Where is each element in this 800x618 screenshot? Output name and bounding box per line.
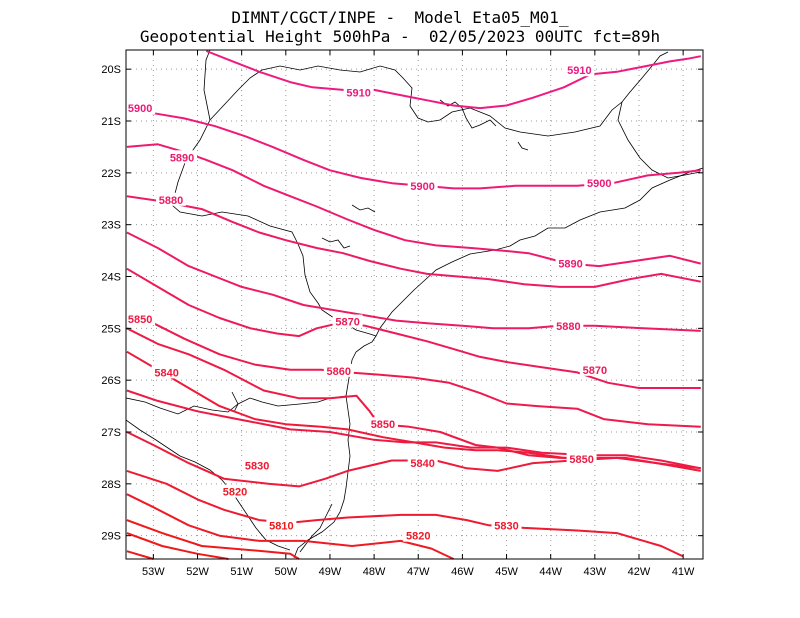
contour-label: 5870 [335, 317, 359, 329]
contour-label-bg [242, 458, 273, 472]
lon-tick-label: 42W [628, 566, 651, 578]
reservoir-mark-2 [321, 237, 351, 249]
contour-line-5890 [126, 143, 702, 268]
contour-label: 5830 [494, 520, 518, 532]
contour-label-bg [584, 176, 615, 190]
coastline-atlantic [293, 167, 704, 559]
contour-label: 5910 [346, 88, 370, 100]
contour-line-5860 [126, 314, 701, 428]
contour-line-5880 [126, 195, 701, 288]
contour-label-bg [403, 528, 434, 542]
lat-tick-label: 20S [101, 64, 121, 76]
lon-tick-label: 53W [142, 566, 165, 578]
lon-tick-label: 48W [363, 566, 386, 578]
reservoir-mark-1 [351, 204, 376, 213]
contour-label: 5850 [128, 314, 152, 326]
lat-tick-label: 25S [101, 323, 121, 335]
plot-frame [125, 49, 704, 560]
lat-tick-label: 29S [101, 531, 121, 543]
coastline-borders [125, 49, 704, 559]
lat-tick-label: 23S [101, 220, 121, 232]
border-mg-es [617, 101, 701, 179]
contour-label-bg [555, 256, 586, 270]
axis-ticks: 53W 52W 51W 50W 49W 48W 47W 46W 45W 44W 43W 42W 41W 2… [101, 50, 703, 578]
border-sc-inner [231, 391, 239, 413]
contour-label-bg [579, 362, 610, 376]
contour-label-bg [167, 150, 198, 164]
contour-label: 5910 [567, 65, 591, 77]
contour-line-5830 [126, 469, 684, 558]
lon-tick-label: 41W [672, 566, 695, 578]
contour-line-5870 [126, 267, 701, 389]
contour-label: 5850 [569, 454, 593, 466]
lon-tick-label: 49W [319, 566, 342, 578]
contour-label: 5860 [327, 366, 351, 378]
lon-tick-label: 52W [186, 566, 209, 578]
map-title-line2: Geopotential Height 500hPa - 02/05/2023 … [139, 27, 661, 46]
contour-line-5850 [126, 389, 701, 470]
contour-label-bg [367, 417, 398, 431]
contour-label-bg [332, 314, 363, 328]
contour-label: 5840 [410, 458, 434, 470]
contour-label: 5810 [269, 520, 293, 532]
lat-tick-label: 27S [101, 427, 121, 439]
contour-line-5810 [126, 550, 154, 560]
lat-tick-label: 21S [101, 116, 121, 128]
contour-label: 5880 [159, 195, 183, 207]
lon-tick-label: 43W [584, 566, 607, 578]
contour-labels: 5910 5910 5900 5890 5900 5900 5880 5890 5870 5880… [125, 63, 615, 543]
contour-line-5850 [126, 327, 701, 470]
contour-label-bg [266, 518, 297, 532]
contour-line-5810 [126, 519, 300, 560]
contour-label: 5890 [170, 152, 194, 164]
contour-label-bg [125, 101, 156, 115]
contour-label: 5830 [245, 461, 269, 473]
contour-label: 5870 [583, 365, 607, 377]
contour-line-5820 [126, 493, 455, 560]
contour-label: 5840 [154, 367, 178, 379]
lat-lon-grid [126, 50, 703, 559]
contour-label-bg [220, 484, 251, 498]
lon-tick-label: 46W [451, 566, 474, 578]
contour-label: 5820 [223, 487, 247, 499]
contour-label: 5900 [410, 181, 434, 193]
contour-line-5910 [205, 50, 701, 110]
lon-tick-label: 44W [539, 566, 562, 578]
contour-label: 5820 [406, 531, 430, 543]
lat-tick-label: 26S [101, 375, 121, 387]
lon-tick-label: 47W [407, 566, 430, 578]
lat-tick-label: 24S [101, 272, 121, 284]
border-argentina-rs [125, 419, 291, 551]
reservoir-mark-3 [517, 141, 529, 151]
lon-tick-label: 50W [274, 566, 297, 578]
contour-label-bg [323, 363, 354, 377]
contour-label-bg [566, 451, 597, 465]
contour-label-bg [564, 63, 595, 77]
contour-label: 5880 [556, 321, 580, 333]
contour-label-bg [553, 318, 584, 332]
contour-label: 5850 [371, 419, 395, 431]
lon-tick-label: 51W [230, 566, 253, 578]
lat-tick-label: 28S [101, 479, 121, 491]
contour-label-bg [407, 456, 438, 470]
lagoa-dos-patos [299, 503, 333, 553]
contour-label-bg [151, 365, 182, 379]
lat-tick-label: 22S [101, 168, 121, 180]
contour-line-5810 [126, 532, 229, 560]
contour-label-bg [407, 178, 438, 192]
contour-label-bg [125, 312, 156, 326]
geopotential-contours [126, 50, 702, 560]
contour-label-bg [343, 85, 374, 99]
contour-label-bg [156, 192, 187, 206]
contour-line-5900 [126, 109, 701, 190]
map-title-line1: DIMNT/CGCT/INPE - Model Eta05_M01_ [231, 8, 569, 27]
contour-label: 5900 [587, 178, 611, 190]
contour-label: 5900 [128, 103, 152, 115]
contour-line-5840 [126, 350, 595, 459]
lon-tick-label: 45W [495, 566, 518, 578]
contour-label: 5890 [558, 259, 582, 271]
contour-label-bg [491, 518, 522, 532]
border-sp-mg [209, 51, 669, 137]
